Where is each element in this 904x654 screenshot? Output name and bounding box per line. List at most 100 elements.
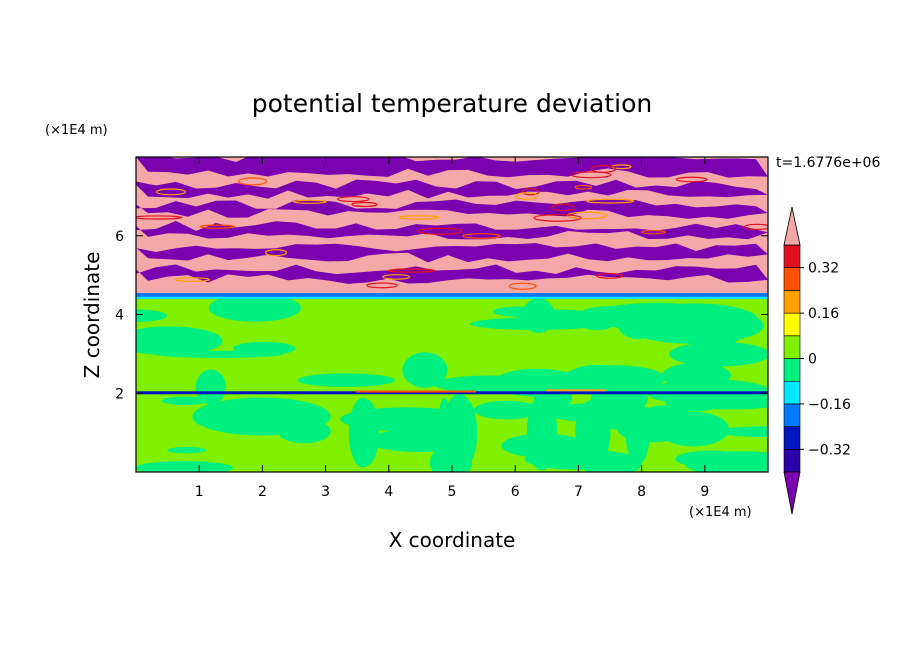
- teal-patch: [192, 397, 331, 436]
- turbulent-streak: [586, 198, 635, 204]
- teal-patch: [434, 375, 548, 394]
- plot-field: [136, 157, 768, 472]
- turbulent-streak: [590, 164, 617, 173]
- y-axis: 2 4 6: [115, 229, 768, 402]
- negative-band: [136, 292, 768, 299]
- purple-layer: [136, 264, 768, 284]
- y-tick-label: 6: [115, 229, 124, 245]
- turbulent-streak: [199, 224, 236, 229]
- turbulent-streak: [570, 171, 612, 179]
- teal-patch: [470, 317, 602, 331]
- colorbar: 0.32 0.16 0 −0.16 −0.32: [783, 206, 851, 515]
- time-label: t=1.6776e+06: [776, 155, 880, 171]
- teal-patch: [576, 314, 611, 325]
- colorbar-segment: [783, 380, 801, 405]
- turbulent-streak: [641, 229, 666, 235]
- teal-patch: [669, 341, 768, 367]
- teal-patch: [136, 461, 233, 472]
- x-axis: 1 2 3 4 5 6 7 8 9: [195, 157, 709, 500]
- teal-patch: [662, 362, 731, 389]
- colorbar-label: −0.32: [808, 442, 851, 458]
- turbulent-streak: [417, 227, 463, 235]
- teal-patch: [657, 411, 730, 447]
- colorbar-segment: [783, 290, 801, 314]
- turbulent-streak: [237, 177, 268, 186]
- x-tick-label: 1: [195, 484, 204, 500]
- thin-positive-streak: [356, 390, 476, 393]
- turbulent-streak: [136, 215, 183, 220]
- turbulent-streak: [574, 184, 593, 190]
- teal-patch: [402, 352, 448, 388]
- teal-plume: [441, 394, 478, 472]
- turbulent-streak: [595, 272, 624, 279]
- thin-negative-band: [136, 391, 768, 395]
- purple-layer: [136, 243, 768, 263]
- x-tick-label: 4: [384, 484, 393, 500]
- turbulent-streak: [462, 233, 501, 239]
- x-tick-label: 8: [637, 484, 646, 500]
- turbulent-streak: [155, 188, 187, 196]
- teal-patch: [715, 426, 768, 437]
- turbulent-streak: [675, 176, 708, 183]
- teal-plume: [526, 394, 558, 471]
- x-tick-label: 9: [700, 484, 709, 500]
- teal-patch: [208, 293, 301, 322]
- x-tick-label: 6: [511, 484, 520, 500]
- colorbar-segment: [783, 335, 801, 359]
- colorbar-bottom-arrow: [783, 471, 801, 515]
- teal-patch: [665, 392, 722, 412]
- purple-layer: [136, 221, 768, 240]
- teal-patch: [195, 369, 226, 405]
- colorbar-segment: [783, 358, 801, 382]
- thin-positive-streak: [546, 389, 606, 392]
- colorbar-segment: [783, 403, 801, 427]
- y-axis-label: Z coordinate: [80, 252, 104, 379]
- turbulent-streak: [292, 199, 327, 204]
- colorbar-segment: [783, 426, 801, 450]
- teal-plume: [352, 399, 380, 467]
- colorbar-label: −0.16: [808, 397, 851, 413]
- x-tick-label: 5: [448, 484, 457, 500]
- teal-plume: [437, 398, 451, 468]
- teal-patch: [685, 451, 768, 472]
- turbulent-streak: [515, 192, 539, 200]
- teal-patch: [297, 373, 395, 387]
- colorbar-top-arrow: [783, 206, 801, 246]
- turbulent-streak: [174, 277, 211, 282]
- purple-layer: [136, 157, 768, 178]
- turbulent-streak: [551, 203, 575, 212]
- colorbar-segment: [783, 448, 801, 473]
- turbulent-streak: [387, 268, 435, 273]
- colorbar-segment: [783, 267, 801, 291]
- teal-patch: [161, 396, 209, 406]
- x-tick-label: 3: [321, 484, 330, 500]
- turbulent-streak: [521, 187, 540, 196]
- purple-layer: [136, 179, 768, 199]
- turbulent-streak: [398, 215, 440, 220]
- teal-patch: [492, 306, 544, 317]
- turbulent-streak: [366, 282, 398, 289]
- colorbar-label: 0: [808, 352, 817, 368]
- teal-plume: [625, 400, 650, 466]
- teal-patch: [591, 302, 722, 331]
- chart-title: potential temperature deviation: [252, 89, 652, 118]
- turbulent-streak: [264, 249, 288, 257]
- teal-patch: [473, 400, 541, 420]
- turbulent-streak: [337, 196, 370, 203]
- y-tick-label: 4: [115, 308, 124, 324]
- colorbar-label: 0.16: [808, 306, 839, 322]
- turbulent-streak: [382, 274, 411, 280]
- purple-layer: [136, 199, 768, 219]
- x-axis-label: X coordinate: [389, 528, 516, 552]
- turbulent-streak: [351, 201, 378, 208]
- y-unit-label: (×1E4 m): [45, 123, 108, 138]
- teal-patch: [167, 447, 207, 454]
- cyan-band: [136, 296, 768, 299]
- colorbar-segment: [783, 244, 801, 269]
- x-tick-label: 2: [258, 484, 267, 500]
- turbulent-streak: [533, 213, 582, 222]
- turbulent-streak: [508, 282, 537, 290]
- x-tick-label: 7: [574, 484, 583, 500]
- teal-patch: [136, 309, 167, 323]
